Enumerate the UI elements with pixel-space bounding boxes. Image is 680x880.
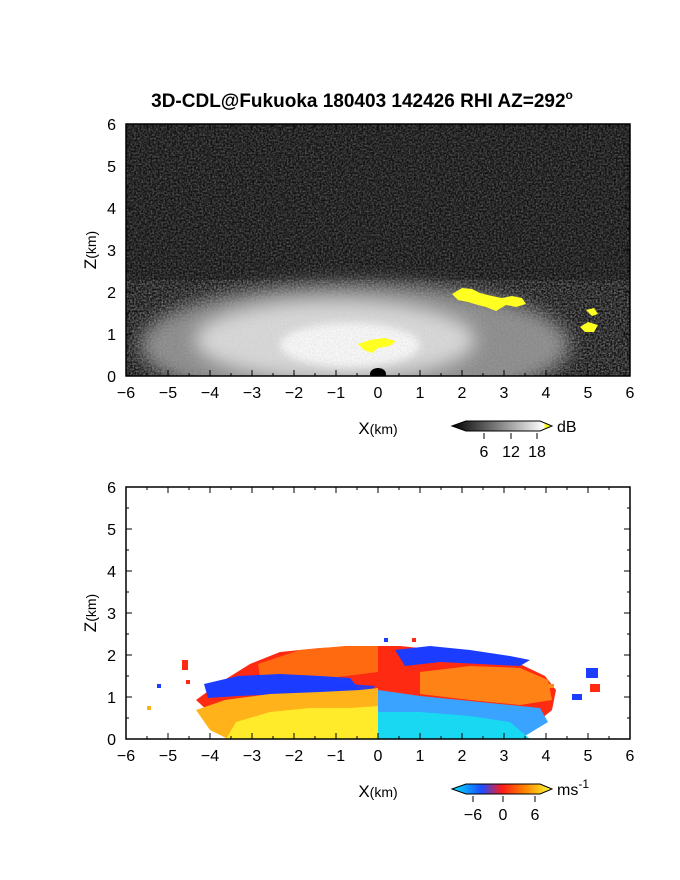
velocity-xtick-label: 3 [500,748,509,765]
velocity-ytick-label: 2 [107,648,116,665]
chart-title: 3D-CDL@Fukuoka 180403 142426 RHI AZ=292o [151,88,573,112]
intensity-xtick-label: −3 [243,385,261,402]
panel-velocity: −6 −5 −4 −3 −2 −1 0 1 2 3 4 5 6 0 1 2 3 4 5 6 X(km) Z(km) −… [81,480,635,824]
velocity-ytick-label: 5 [107,522,116,539]
intensity-xtick-label: 4 [542,385,551,402]
intensity-xtick-label: 0 [374,385,383,402]
velocity-xtick-label: 2 [458,748,467,765]
velocity-xtick-label: −2 [285,748,303,765]
velocity-xtick-label: −3 [243,748,261,765]
velocity-xtick-label: −6 [117,748,135,765]
velocity-colorbar-unit: ms-1 [557,777,589,799]
intensity-xlabel: X(km) [358,419,397,438]
velocity-yellow-core [226,706,378,739]
velocity-xtick-label: 6 [626,748,635,765]
intensity-xtick-label: −2 [285,385,303,402]
velocity-xtick-label: 4 [542,748,551,765]
velocity-colorbar-ticks: −6 0 6 [464,796,540,824]
intensity-colorbar-tick-label: 18 [528,444,546,461]
velocity-ticks: −6 −5 −4 −3 −2 −1 0 1 2 3 4 5 6 0 1 2 3 4 5 6 [107,480,634,765]
intensity-colorbar-unit: dB [557,419,577,436]
intensity-ytick-label: 4 [107,201,116,218]
aerosol-texture [126,280,630,376]
velocity-cyan-core [378,712,530,739]
intensity-colorbar: 6 12 18 dB [450,419,577,461]
intensity-ytick-label: 2 [107,285,116,302]
intensity-colorbar-bar [450,420,554,432]
velocity-ytick-label: 1 [107,690,116,707]
velocity-xtick-label: −5 [159,748,177,765]
velocity-xtick-label: 1 [416,748,425,765]
intensity-ytick-label: 0 [107,369,116,386]
intensity-ytick-label: 5 [107,159,116,176]
yellow-patch-center [358,338,396,353]
velocity-xtick-label: 5 [584,748,593,765]
velocity-colorbar: −6 0 6 ms-1 [450,777,589,824]
intensity-xtick-label: −4 [201,385,219,402]
velocity-heatmap [126,487,630,739]
velocity-scatter-pixels [147,638,600,710]
velocity-xtick-label: −1 [327,748,345,765]
velocity-ytick-label: 0 [107,732,116,749]
intensity-xtick-label: 6 [626,385,635,402]
velocity-colorbar-tick-label: 0 [499,807,508,824]
velocity-ytick-label: 6 [107,480,116,497]
intensity-xtick-label: 1 [416,385,425,402]
yellow-patch-right [580,308,598,332]
intensity-colorbar-tick-label: 6 [480,444,489,461]
velocity-colorbar-tick-label: −6 [464,807,482,824]
yellow-patch-upper [452,288,526,311]
intensity-xtick-label: −5 [159,385,177,402]
intensity-xtick-label: −1 [327,385,345,402]
intensity-xtick-label: 2 [458,385,467,402]
intensity-ytick-label: 3 [107,243,116,260]
intensity-xtick-label: 5 [584,385,593,402]
intensity-ylabel: Z(km) [81,231,100,269]
velocity-blue-band-right [395,646,530,666]
velocity-ytick-label: 3 [107,606,116,623]
intensity-xtick-label: −6 [117,385,135,402]
intensity-xtick-label: 3 [500,385,509,402]
intensity-colorbar-tick-label: 12 [502,444,520,461]
velocity-xtick-label: −4 [201,748,219,765]
intensity-heatmap [126,124,630,376]
intensity-colorbar-ticks: 6 12 18 [480,433,546,461]
velocity-ylabel: Z(km) [81,594,100,632]
velocity-xlabel: X(km) [358,782,397,801]
intensity-ticks: −6 −5 −4 −3 −2 −1 0 1 2 3 4 5 6 0 1 2 3 4 5 6 [107,117,634,402]
velocity-orange-right [420,666,552,705]
velocity-colorbar-bar [450,783,554,795]
velocity-xtick-label: 0 [374,748,383,765]
intensity-ytick-label: 6 [107,117,116,134]
velocity-ytick-label: 4 [107,564,116,581]
velocity-colorbar-tick-label: 6 [531,807,540,824]
intensity-ytick-label: 1 [107,327,116,344]
